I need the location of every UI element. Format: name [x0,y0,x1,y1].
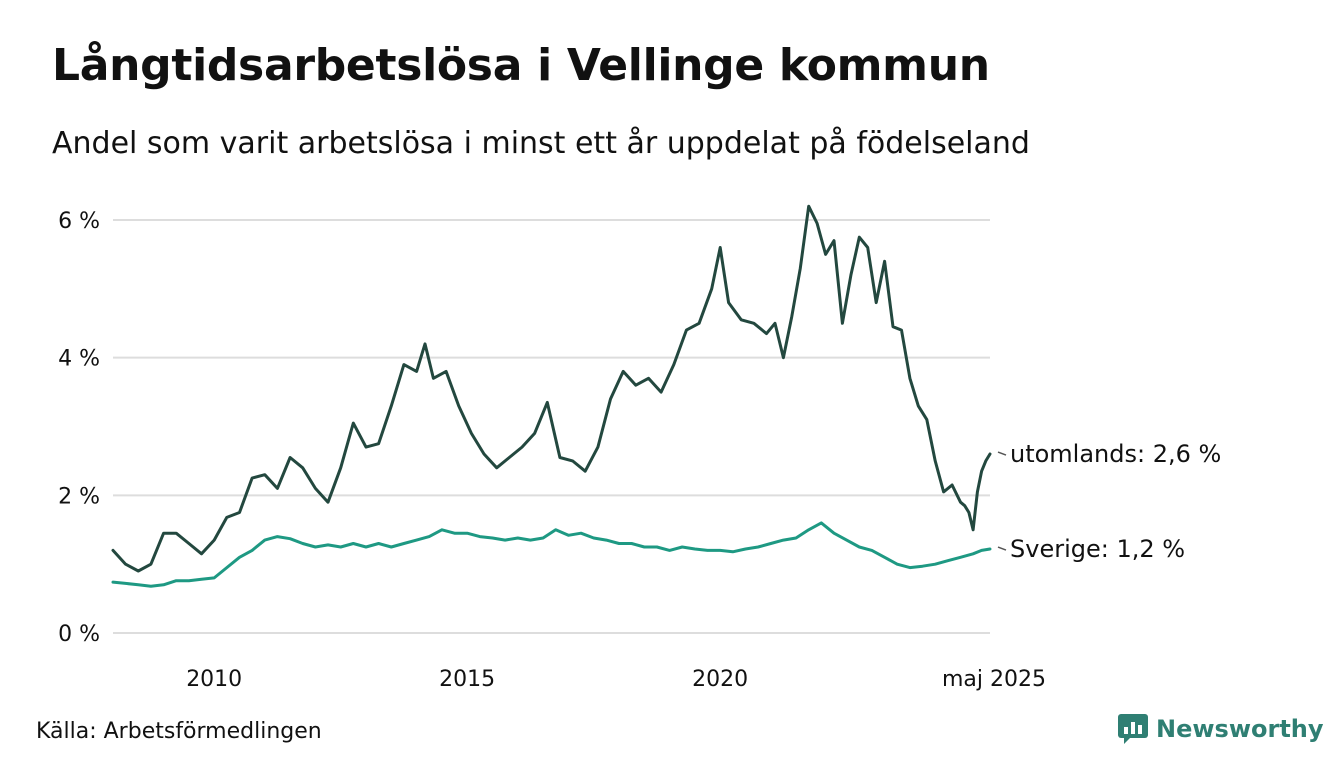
newsworthy-logo-icon [1118,714,1148,744]
series-end-label-sverige: Sverige: 1,2 % [1010,535,1185,563]
series-label-connector [997,546,1007,551]
series-label-connector [997,451,1007,456]
series-line-utomlands [111,204,992,573]
brand[interactable]: Newsworthy [1118,714,1324,744]
y-tick-label: 4 % [58,347,100,372]
brand-name: Newsworthy [1156,715,1324,743]
x-tick-label: 2010 [186,667,242,692]
y-tick-label: 2 % [58,484,100,509]
x-tick-label: maj 2025 [942,667,1046,692]
chart-title: Långtidsarbetslösa i Vellinge kommun [52,40,990,91]
chart-subtitle: Andel som varit arbetslösa i minst ett å… [52,126,1030,161]
source-note: Källa: Arbetsförmedlingen [36,719,322,744]
series-line-sverige [111,521,992,588]
series-end-label-utomlands: utomlands: 2,6 % [1010,440,1221,468]
x-tick-label: 2015 [439,667,495,692]
x-tick-label: 2020 [692,667,748,692]
y-tick-label: 0 % [58,622,100,647]
y-tick-label: 6 % [58,209,100,234]
